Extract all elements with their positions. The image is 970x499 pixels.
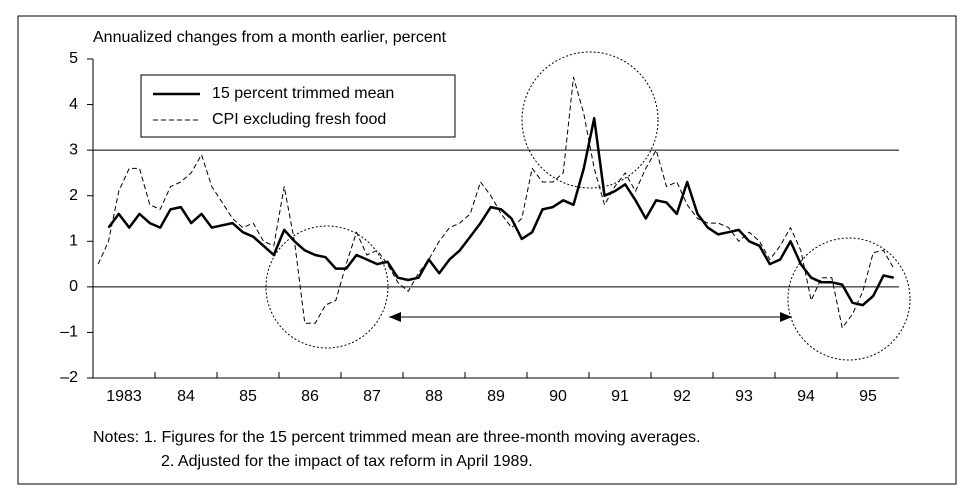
x-tick-label: 1983 xyxy=(106,388,142,405)
series-line xyxy=(97,76,895,329)
legend-label: CPI excluding fresh food xyxy=(212,111,386,128)
x-tick-label: 92 xyxy=(673,388,691,405)
x-tick-label: 89 xyxy=(487,388,505,405)
x-tick-label: 86 xyxy=(301,388,319,405)
note: Notes: 1. Figures for the 15 percent tri… xyxy=(93,429,700,446)
highlight-circle xyxy=(521,51,659,189)
series-line xyxy=(107,116,895,307)
x-tick-label: 93 xyxy=(735,388,753,405)
x-tick-label: 90 xyxy=(549,388,567,405)
legend-box xyxy=(140,74,456,138)
x-tick-label: 91 xyxy=(611,388,629,405)
x-tick-label: 94 xyxy=(797,388,815,405)
y-tick-label: 1 xyxy=(69,233,78,250)
y-tick-label: –1 xyxy=(60,324,78,341)
y-tick-label: 4 xyxy=(69,96,78,113)
highlight-circle xyxy=(787,237,911,361)
chart-title: Annualized changes from a month earlier,… xyxy=(93,29,447,46)
x-tick-label: 87 xyxy=(363,388,381,405)
x-tick-label: 84 xyxy=(177,388,195,405)
note: 2. Adjusted for the impact of tax reform… xyxy=(161,453,533,470)
frame xyxy=(17,15,957,485)
y-tick-label: 2 xyxy=(69,187,78,204)
x-tick-label: 85 xyxy=(239,388,257,405)
y-tick-label: –2 xyxy=(60,369,78,386)
y-tick-label: 0 xyxy=(69,278,78,295)
y-tick-label: 5 xyxy=(69,50,78,67)
x-tick-label: 95 xyxy=(859,388,877,405)
y-tick-label: 3 xyxy=(69,141,78,158)
highlight-circle xyxy=(265,225,389,349)
legend-label: 15 percent trimmed mean xyxy=(212,85,394,102)
x-tick-label: 88 xyxy=(425,388,443,405)
